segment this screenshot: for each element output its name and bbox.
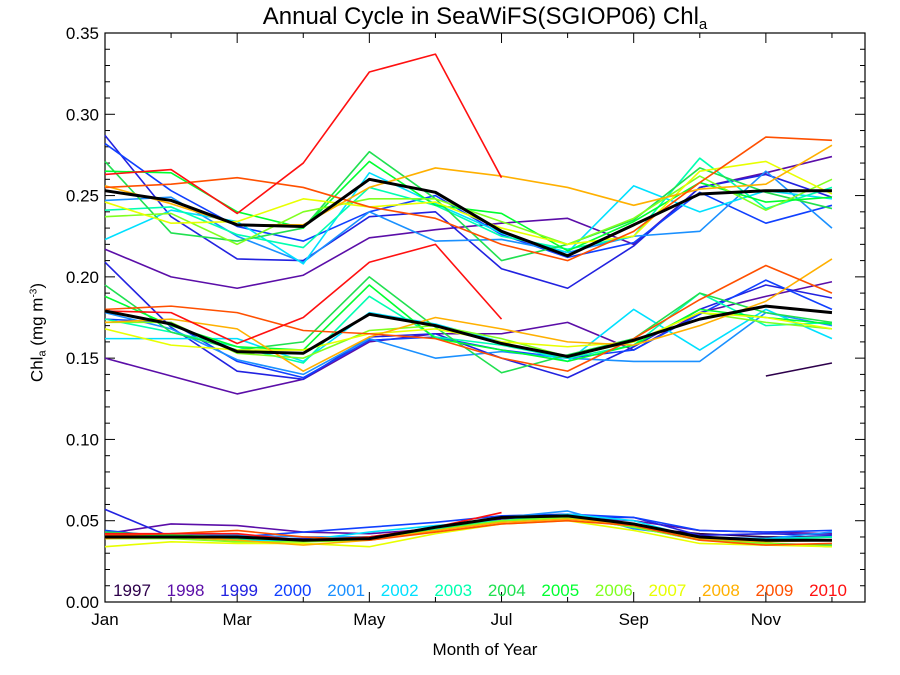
series-line-1997 <box>765 362 833 377</box>
legend-entry-2009: 2009 <box>756 581 794 600</box>
series-line-2000 <box>104 279 833 379</box>
mean-line <box>104 177 832 258</box>
series-line-2009 <box>104 519 832 546</box>
plot-frame <box>104 32 866 603</box>
legend-entry-2007: 2007 <box>648 581 686 600</box>
series-line-2003 <box>104 157 833 251</box>
y-tick-label: 0.30 <box>66 105 99 124</box>
legend-entry-2006: 2006 <box>595 581 633 600</box>
legend-entry-2010: 2010 <box>809 581 847 600</box>
legend-entry-2004: 2004 <box>488 581 526 600</box>
series-line-2007 <box>104 519 832 548</box>
legend-entry-2002: 2002 <box>381 581 419 600</box>
series-line-2001 <box>104 311 833 376</box>
x-axis-label: Month of Year <box>432 640 538 659</box>
y-tick-label: 0.00 <box>66 593 99 612</box>
chart-title: Annual Cycle in SeaWiFS(SGIOP06) Chla <box>105 2 865 40</box>
x-tick-label: Jan <box>91 610 118 629</box>
y-tick-label: 0.05 <box>66 512 99 531</box>
legend-entry-1997: 1997 <box>113 581 151 600</box>
x-tick-label: Mar <box>223 610 253 629</box>
legend-entry-1999: 1999 <box>220 581 258 600</box>
series-line-1999 <box>104 261 833 381</box>
x-tick-label: May <box>353 610 386 629</box>
series-line-2008 <box>104 518 832 546</box>
y-tick-label: 0.35 <box>66 24 99 43</box>
legend-entry-2003: 2003 <box>434 581 472 600</box>
series-line-2010 <box>104 243 503 345</box>
mean-line <box>104 304 833 359</box>
series-line-2002 <box>104 172 833 265</box>
legend-entry-2008: 2008 <box>702 581 740 600</box>
series-line-2003 <box>104 292 832 364</box>
x-tick-label: Jul <box>491 610 513 629</box>
legend-entry-2001: 2001 <box>327 581 365 600</box>
y-tick-label: 0.20 <box>66 268 99 287</box>
series-line-2008 <box>104 258 833 372</box>
chart-title-main: Annual Cycle in SeaWiFS(SGIOP06) Chl <box>262 3 699 30</box>
x-tick-label: Nov <box>751 610 782 629</box>
mean-line <box>105 514 832 542</box>
series-line-2005 <box>104 284 833 363</box>
legend-entry-2005: 2005 <box>541 581 579 600</box>
x-tick-label: Sep <box>619 610 649 629</box>
series-line-1998 <box>104 280 833 395</box>
legend-entry-2000: 2000 <box>274 581 312 600</box>
series-line-2010 <box>104 53 503 215</box>
series-line-2009 <box>104 136 832 262</box>
y-tick-label: 0.15 <box>66 349 99 368</box>
legend-entry-1998: 1998 <box>167 581 205 600</box>
y-tick-label: 0.10 <box>66 430 99 449</box>
chart-title-subscript: a <box>698 16 708 33</box>
y-tick-label: 0.25 <box>66 187 99 206</box>
series-line-2009 <box>104 264 833 372</box>
